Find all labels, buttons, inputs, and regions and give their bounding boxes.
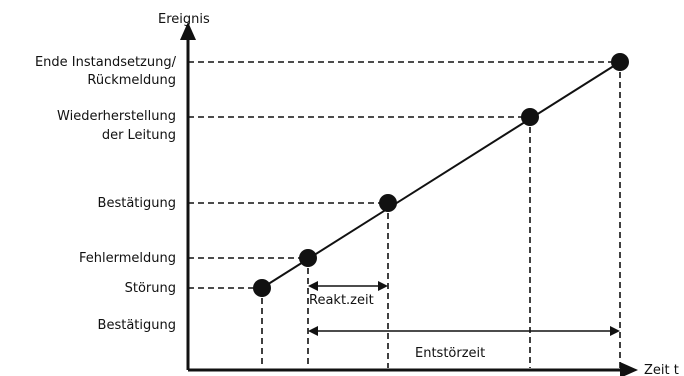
event-label-stoerung: Störung (125, 281, 176, 296)
reaktionszeit-label: Reakt.zeit (309, 293, 374, 308)
horizontal-guides (188, 61, 620, 289)
vertical-guides (261, 62, 621, 368)
entstoerzeit-left-arrow-icon (308, 326, 318, 336)
entstoerzeit-right-arrow-icon (610, 326, 620, 336)
point-ende (611, 53, 629, 71)
reaktionszeit-dimension: Reakt.zeit (308, 281, 388, 308)
event-label-ende-line1: Ende Instandsetzung/ (35, 55, 177, 70)
point-fehlermeldung (299, 249, 317, 267)
point-stoerung (253, 279, 271, 297)
axes (180, 22, 638, 376)
event-trend-line (261, 61, 621, 289)
event-points (253, 53, 629, 297)
lower-label-bestaetigung: Bestätigung (98, 318, 176, 333)
event-label-bestaetigung: Bestätigung (98, 196, 176, 211)
event-label-ende-line2: Rückmeldung (87, 73, 176, 88)
event-label-wiederherstellung-line1: Wiederherstellung (57, 109, 176, 124)
x-axis-arrow-icon (620, 362, 638, 376)
event-labels: Ende Instandsetzung/ Rückmeldung Wiederh… (35, 55, 177, 333)
event-label-wiederherstellung-line2: der Leitung (102, 128, 176, 143)
y-axis-arrow-icon (180, 22, 196, 40)
reaktionszeit-right-arrow-icon (378, 281, 388, 291)
y-axis-label: Ereignis (158, 12, 210, 27)
entstoerzeit-label: Entstörzeit (415, 346, 485, 361)
point-wiederherstellung (521, 108, 539, 126)
point-bestaetigung (379, 194, 397, 212)
x-axis-label: Zeit t (644, 363, 679, 376)
reaktionszeit-left-arrow-icon (308, 281, 318, 291)
event-label-fehlermeldung: Fehlermeldung (79, 251, 176, 266)
entstoerzeit-dimension: Entstörzeit (308, 326, 620, 361)
